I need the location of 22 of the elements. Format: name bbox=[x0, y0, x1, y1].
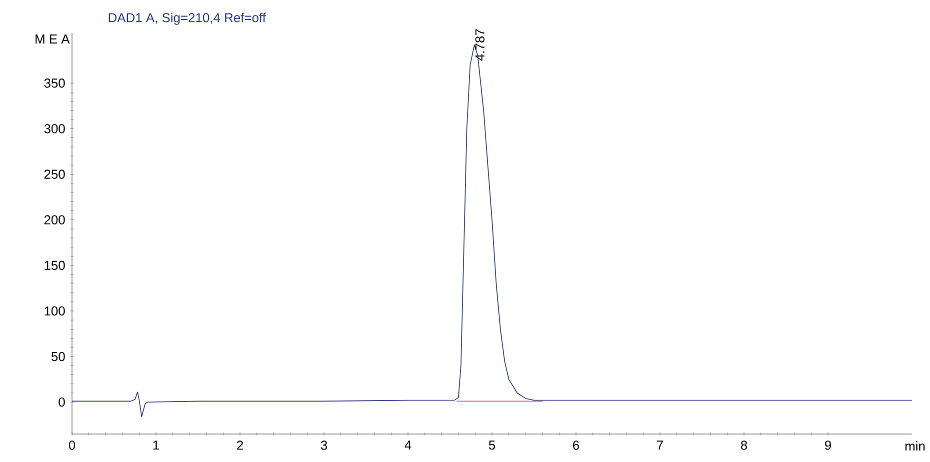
annotation: 4.787 bbox=[475, 29, 484, 61]
x-tick-label: 3 bbox=[320, 440, 328, 450]
x-tick-label: 6 bbox=[573, 440, 580, 450]
x-tick-label: 2 bbox=[237, 440, 243, 450]
x-tick-label: 5 bbox=[488, 440, 496, 450]
chart-title: DAD1 A, Sig=210,4 Ref=off bbox=[108, 12, 266, 25]
x-tick-label: 1 bbox=[153, 440, 159, 450]
x-tick-label: 4 bbox=[404, 440, 412, 450]
y-tick-label: 50 bbox=[51, 352, 65, 362]
y-tick-label: 100 bbox=[44, 306, 65, 316]
y-tick-label: 0 bbox=[58, 398, 65, 407]
y-tick-label: 150 bbox=[44, 260, 65, 270]
y-axis-title: M E A bbox=[36, 34, 70, 44]
x-tick-label: 7 bbox=[657, 440, 663, 450]
x-tick-label: 9 bbox=[825, 440, 831, 450]
y-tick-label: 200 bbox=[44, 215, 65, 224]
x-axis-title: min bbox=[905, 441, 925, 451]
x-tick-label: 8 bbox=[740, 440, 748, 450]
y-tick-label: 350 bbox=[44, 78, 65, 88]
y-tick-label: 250 bbox=[44, 170, 65, 179]
y-tick-label: 300 bbox=[44, 124, 65, 134]
x-tick-label: 0 bbox=[68, 440, 76, 450]
